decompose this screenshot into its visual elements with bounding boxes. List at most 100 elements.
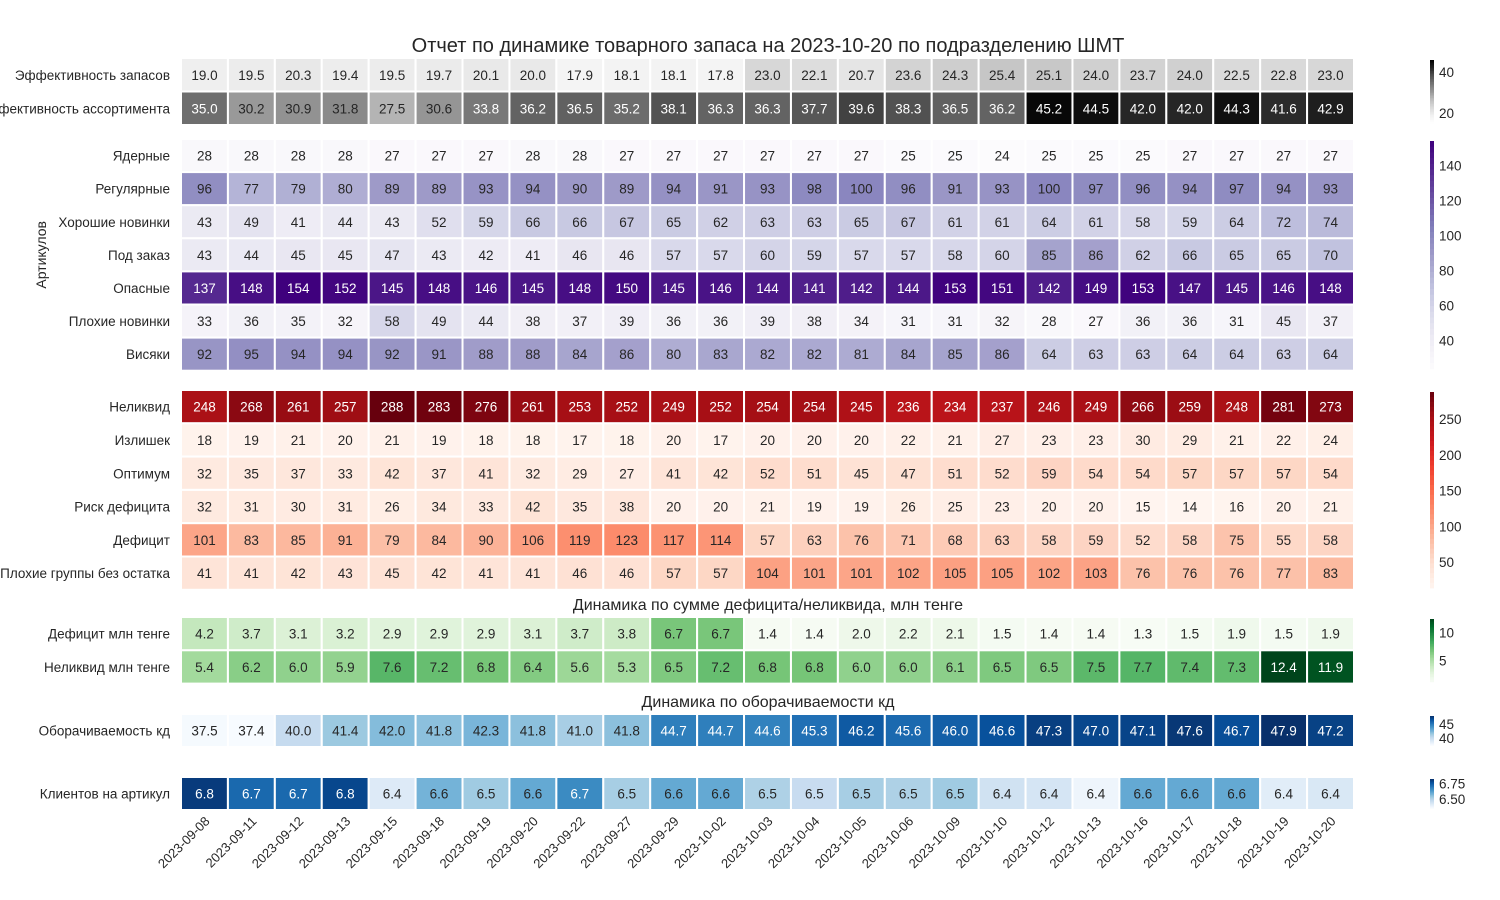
colorbar-segment: [1430, 232, 1434, 239]
cell-value: 34: [854, 314, 870, 329]
cell-value: 19: [854, 500, 869, 515]
heatmap-cell: [836, 90, 886, 126]
heatmap-cell: [414, 237, 464, 273]
colorbar-segment: [1430, 271, 1434, 279]
cell-value: 142: [850, 281, 873, 296]
cell-value: 90: [572, 182, 587, 197]
colorbar-segment: [1430, 300, 1434, 307]
cell-value: 19.0: [191, 68, 217, 83]
colorbar-segment: [1430, 723, 1434, 726]
cell-value: 46: [619, 566, 634, 581]
cell-value: 19.7: [426, 68, 452, 83]
colorbar-segment: [1430, 650, 1434, 653]
colorbar-segment: [1430, 294, 1434, 301]
colorbar-segment: [1430, 645, 1434, 648]
cell-value: 46.2: [848, 724, 874, 739]
heatmap-cell: [836, 336, 886, 372]
cell-value: 57: [901, 248, 916, 263]
cell-value: 27: [1323, 149, 1338, 164]
colorbar-segment: [1430, 794, 1434, 797]
colorbar-segment: [1430, 802, 1434, 804]
heatmap-cell: [1071, 649, 1121, 685]
colorbar-segment: [1430, 658, 1434, 661]
colorbar-segment: [1430, 726, 1434, 728]
colorbar-segment: [1430, 406, 1434, 413]
colorbar-segment: [1430, 793, 1434, 795]
heatmap-cell: [743, 90, 792, 126]
cell-value: 32: [197, 466, 212, 481]
heatmap-cell: [836, 616, 886, 652]
cell-value: 94: [338, 347, 354, 362]
colorbar-segment: [1430, 63, 1434, 66]
cell-value: 42: [525, 500, 540, 515]
cell-value: 63: [807, 215, 822, 230]
colorbar-tick-label: 250: [1439, 412, 1462, 427]
colorbar-segment: [1430, 779, 1434, 781]
cell-value: 5.3: [617, 660, 636, 675]
heatmap-cell: [1024, 616, 1074, 652]
cell-value: 36.5: [567, 101, 593, 116]
cell-value: 60: [760, 248, 775, 263]
cell-value: 97: [1088, 182, 1103, 197]
colorbar-segment: [1430, 582, 1434, 589]
colorbar-segment: [1430, 728, 1434, 730]
heatmap-cell: [273, 138, 323, 174]
colorbar-segment: [1430, 91, 1434, 94]
colorbar-segment: [1430, 651, 1434, 655]
heatmap-cell: [1024, 713, 1074, 748]
cell-value: 92: [197, 347, 212, 362]
colorbar-segment: [1430, 723, 1434, 725]
cell-value: 19.5: [379, 68, 405, 83]
heatmap-cell: [508, 336, 558, 372]
heatmap-cell: [977, 336, 1027, 372]
colorbar-segment: [1430, 416, 1434, 422]
cell-value: 24: [995, 149, 1011, 164]
cell-value: 45: [338, 248, 353, 263]
colorbar-segment: [1430, 662, 1434, 665]
colorbar-segment: [1430, 644, 1434, 647]
cell-value: 38.1: [661, 101, 687, 116]
heatmap-cell: [1118, 303, 1168, 339]
colorbar-tick-label: 5: [1439, 654, 1447, 669]
cell-value: 27: [854, 149, 869, 164]
cell-value: 36.3: [707, 101, 733, 116]
cell-value: 6.4: [383, 787, 402, 802]
heatmap-cell: [1259, 303, 1309, 339]
cell-value: 86: [619, 347, 634, 362]
colorbar-tick-label: 6.75: [1439, 776, 1465, 791]
row-label: Дефицит: [113, 533, 170, 548]
cell-value: 21: [760, 500, 775, 515]
heatmap-cell: [789, 649, 839, 685]
row-label: Оптимум: [113, 466, 170, 481]
colorbar-segment: [1430, 731, 1434, 733]
cell-value: 6.4: [1321, 787, 1340, 802]
cell-value: 100: [850, 182, 873, 197]
cell-value: 141: [803, 281, 826, 296]
heatmap-cell: [180, 649, 229, 685]
cell-value: 37.5: [191, 724, 217, 739]
heatmap-cell: [1259, 389, 1309, 425]
colorbar-segment: [1430, 667, 1434, 670]
cell-value: 137: [193, 281, 216, 296]
cell-value: 151: [991, 281, 1014, 296]
cell-value: 52: [1135, 533, 1150, 548]
cell-value: 2.9: [383, 627, 402, 642]
heatmap-cell: [1118, 90, 1168, 126]
cell-value: 96: [901, 182, 916, 197]
colorbar-segment: [1430, 661, 1434, 664]
cell-value: 18: [197, 433, 212, 448]
colorbar-segment: [1430, 573, 1434, 579]
cell-value: 27: [1229, 149, 1244, 164]
heatmap-cell: [883, 713, 933, 748]
heatmap-cell: [273, 422, 323, 458]
heatmap-cell: [320, 389, 370, 425]
colorbar-segment: [1430, 519, 1434, 525]
cell-value: 27: [1182, 149, 1197, 164]
cell-value: 20: [807, 433, 822, 448]
row-label: Хорошие новинки: [58, 215, 170, 230]
cell-value: 75: [1229, 533, 1244, 548]
heatmap-cell: [1212, 488, 1262, 525]
heatmap-cell: [461, 522, 511, 558]
cell-value: 80: [666, 347, 681, 362]
cell-value: 20: [1042, 500, 1057, 515]
